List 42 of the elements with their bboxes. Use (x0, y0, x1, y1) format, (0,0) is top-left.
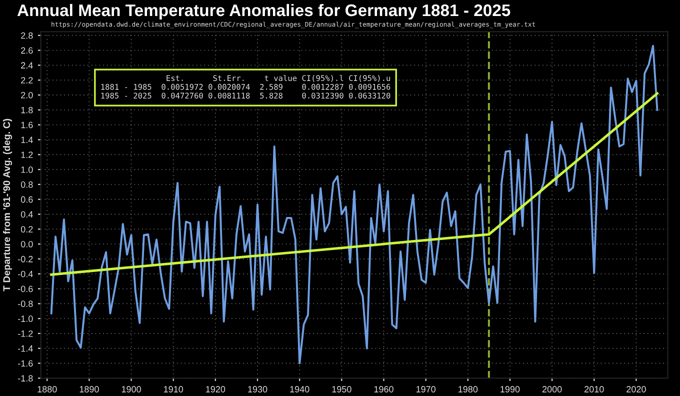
x-tick-label: 1960 (374, 386, 394, 392)
y-tick-label: 1.6 (21, 122, 33, 128)
chart-title: Annual Mean Temperature Anomalies for Germany 1881 - 2025 (17, 4, 510, 20)
x-tick-label: 1900 (122, 386, 141, 392)
y-tick-label: 2.8 (21, 32, 33, 39)
x-tick-label: 1910 (164, 386, 184, 392)
y-tick-label: 1.8 (21, 106, 33, 114)
y-tick-label: 0.8 (20, 181, 33, 188)
y-tick-label: 0.0 (20, 241, 33, 248)
y-tick-label: 0.2 (20, 226, 33, 233)
y-tick-label: -1.2 (18, 330, 33, 337)
x-tick-label: 1980 (458, 386, 478, 392)
x-tick-label: 1940 (290, 386, 310, 392)
y-tick-label: -1.6 (18, 360, 33, 367)
y-tick-label: 2.6 (21, 47, 33, 54)
y-tick-label: 1.0 (21, 166, 33, 173)
y-tick-label: 2.2 (21, 77, 33, 84)
y-tick-label: -1.0 (18, 316, 33, 322)
y-tick-label: 1.4 (21, 136, 33, 143)
y-tick-label: -0.8 (18, 300, 33, 308)
y-tick-label: -0.2 (18, 256, 33, 262)
x-tick-label: 1880 (38, 386, 57, 392)
x-tick-label: 1930 (248, 386, 268, 392)
x-tick-label: 2000 (542, 386, 562, 392)
y-axis-title: T Departure from '61-'90 Avg. (deg. C) (2, 118, 12, 292)
y-tick-label: 1.2 (21, 152, 33, 158)
x-tick-label: 1950 (332, 386, 352, 392)
x-tick-label: 1890 (80, 386, 99, 392)
x-tick-label: 1990 (500, 386, 520, 392)
line-series (50, 44, 658, 364)
y-tick-label: 2.4 (21, 62, 33, 68)
y-tick-label: -0.4 (18, 270, 33, 278)
x-tick-label: 2020 (626, 386, 646, 392)
x-tick-label: 1920 (206, 386, 226, 392)
y-tick-label: -0.6 (18, 286, 33, 292)
x-tick-label: 2010 (584, 386, 604, 392)
y-tick-label: -1.4 (18, 345, 33, 352)
y-tick-label: 0.6 (20, 196, 33, 203)
y-tick-label: -1.8 (18, 375, 33, 382)
y-tick-label: 0.4 (20, 211, 33, 218)
x-tick-label: 1970 (416, 386, 436, 392)
y-tick-label: 2.0 (21, 92, 33, 98)
